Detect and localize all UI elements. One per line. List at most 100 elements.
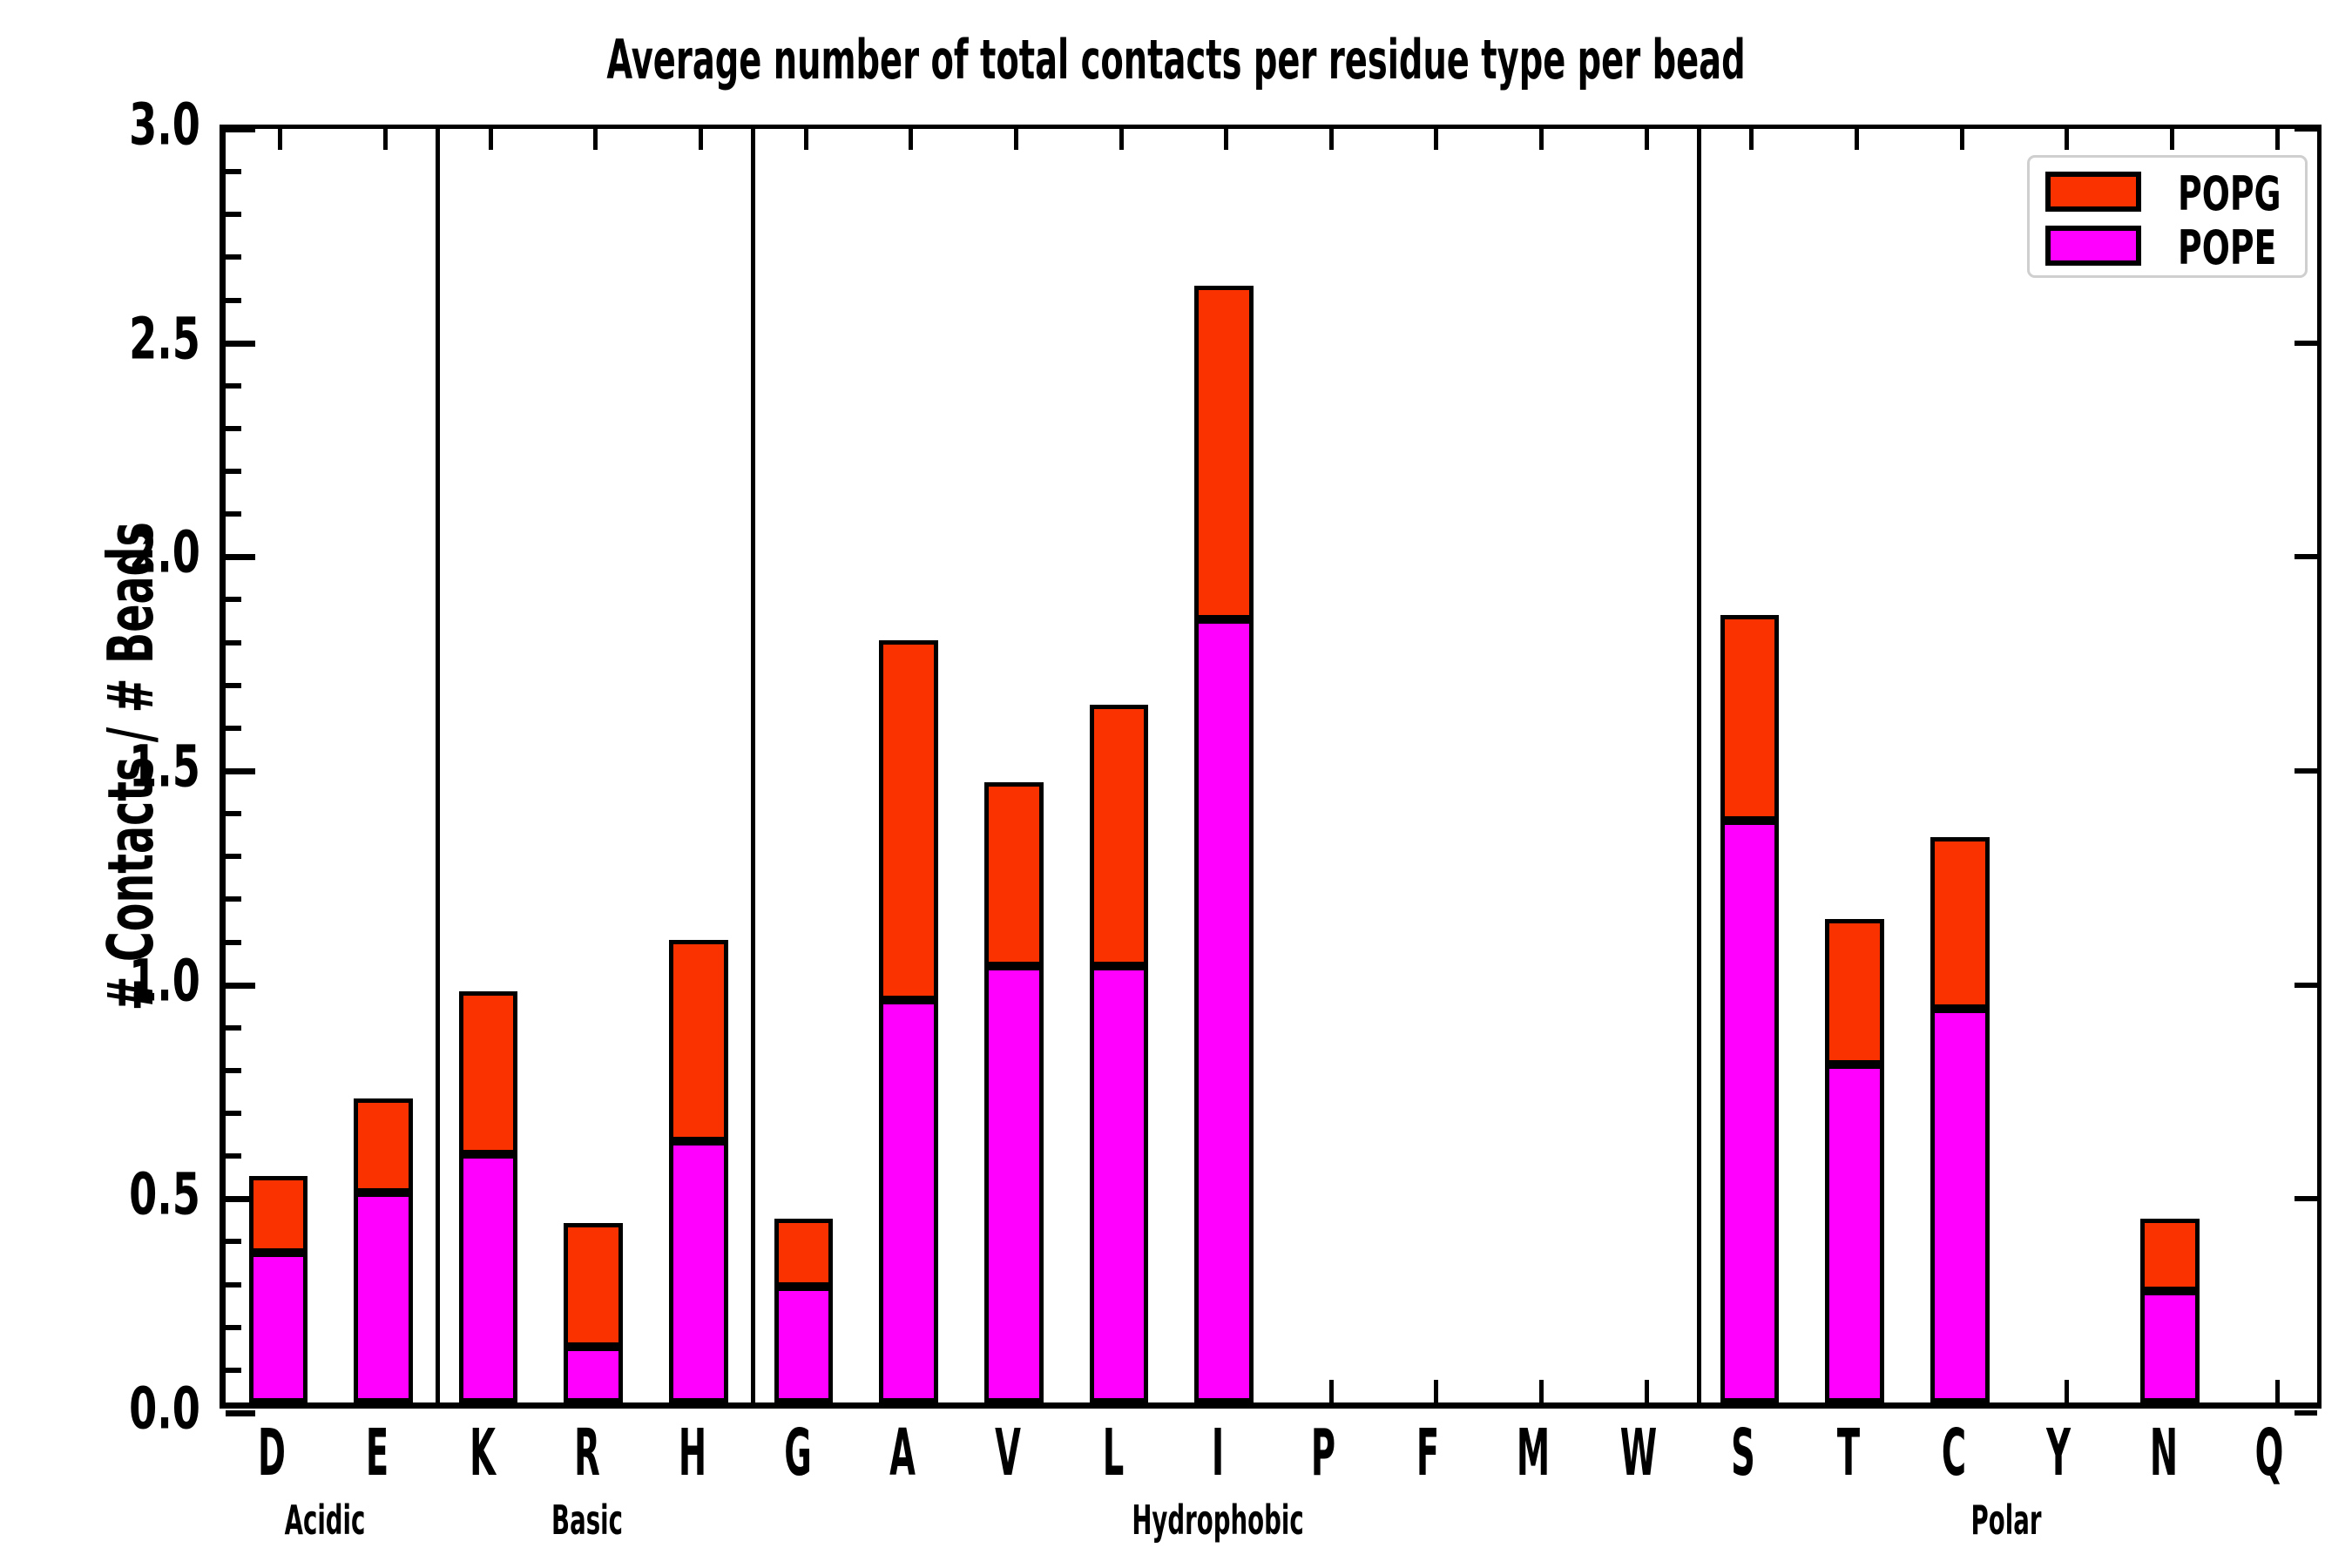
y-axis-tick-minor <box>226 1024 241 1031</box>
x-axis-label-r: R <box>574 1416 601 1490</box>
y-axis-tick-label: 3.0 <box>129 91 200 159</box>
bar-segment-popg[interactable] <box>2140 1218 2200 1292</box>
bar-segment-pope[interactable] <box>774 1287 834 1402</box>
y-axis-tick-minor <box>226 1367 241 1373</box>
x-axis-tick-top <box>803 129 808 150</box>
x-axis-label-c: C <box>1941 1416 1966 1490</box>
bar-segment-popg[interactable] <box>1194 285 1254 619</box>
y-axis-tick-minor <box>226 1153 241 1159</box>
x-axis-tick-top <box>2274 129 2280 150</box>
bar-segment-popg[interactable] <box>1825 918 1884 1064</box>
y-axis-tick-label: 0.0 <box>129 1375 200 1443</box>
x-axis-label-w: W <box>1619 1416 1657 1490</box>
y-axis-tick-right <box>2295 340 2317 346</box>
bar-segment-popg[interactable] <box>669 940 728 1142</box>
x-axis-group-labels: Acidic Basic Hydrophobic Polar <box>220 1497 2322 1549</box>
bar-segment-pope[interactable] <box>564 1347 624 1402</box>
bar-t[interactable] <box>1825 918 1884 1402</box>
bar-k[interactable] <box>458 991 518 1402</box>
bar-segment-popg[interactable] <box>984 781 1044 966</box>
bar-i[interactable] <box>1194 285 1254 1402</box>
y-axis-tick-minor <box>226 896 241 902</box>
x-axis-label-p: P <box>1310 1416 1335 1490</box>
page-title: Average number of total contacts per res… <box>606 28 1746 91</box>
bar-segment-popg[interactable] <box>354 1098 413 1193</box>
bar-v[interactable] <box>984 781 1044 1402</box>
bar-segment-popg[interactable] <box>1930 837 1990 1009</box>
y-axis-tick-major <box>226 1196 255 1203</box>
x-axis-tick-top <box>593 129 598 150</box>
x-axis-label-s: S <box>1731 1416 1756 1490</box>
bar-segment-pope[interactable] <box>1194 618 1254 1402</box>
bar-segment-popg[interactable] <box>1720 614 1780 821</box>
x-axis-tick-top <box>1749 129 1754 150</box>
bar-segment-pope[interactable] <box>984 965 1044 1402</box>
legend-label-pope: POPE <box>2178 220 2277 275</box>
bar-segment-pope[interactable] <box>248 1253 308 1402</box>
bar-n[interactable] <box>2140 1218 2200 1402</box>
y-axis-tick-major <box>226 340 255 347</box>
x-axis-tick-top <box>1855 129 1860 150</box>
group-separator <box>436 129 441 1402</box>
x-axis-label-d: D <box>258 1416 287 1490</box>
y-axis-tick-minor <box>226 1111 241 1117</box>
bar-segment-popg[interactable] <box>248 1175 308 1254</box>
bar-segment-popg[interactable] <box>774 1218 834 1288</box>
x-axis-label-a: A <box>889 1416 916 1490</box>
bar-segment-pope[interactable] <box>1930 1008 1990 1402</box>
bar-segment-pope[interactable] <box>1089 965 1149 1402</box>
y-axis-tick-minor <box>226 511 241 517</box>
bar-segment-pope[interactable] <box>354 1193 413 1402</box>
bar-s[interactable] <box>1720 614 1780 1402</box>
bar-segment-popg[interactable] <box>1089 705 1149 966</box>
x-axis-tick <box>2065 1380 2070 1402</box>
bar-e[interactable] <box>354 1098 413 1402</box>
x-axis-label-f: F <box>1416 1416 1440 1490</box>
bar-g[interactable] <box>774 1218 834 1402</box>
x-axis-tick-top <box>1328 129 1334 150</box>
x-axis-label-n: N <box>2149 1416 2179 1490</box>
bar-segment-pope[interactable] <box>458 1154 518 1402</box>
y-axis-tick-minor <box>226 1324 241 1330</box>
x-axis-tick-top <box>1224 129 1229 150</box>
x-axis-tick-top <box>1959 129 1964 150</box>
bar-segment-pope[interactable] <box>2140 1291 2200 1402</box>
bar-l[interactable] <box>1089 705 1149 1402</box>
x-axis-tick <box>1539 1380 1544 1402</box>
legend-item-popg[interactable]: POPG <box>2045 166 2298 221</box>
x-axis-label-y: Y <box>2046 1416 2072 1490</box>
x-axis-tick-top <box>1013 129 1018 150</box>
y-axis-tick-label: 1.5 <box>129 733 200 801</box>
bar-d[interactable] <box>248 1175 308 1402</box>
bar-segment-popg[interactable] <box>564 1222 624 1348</box>
group-separator <box>751 129 756 1402</box>
bar-segment-popg[interactable] <box>458 991 518 1155</box>
bar-h[interactable] <box>669 940 728 1402</box>
bar-segment-pope[interactable] <box>1825 1064 1884 1402</box>
x-axis-tick-top <box>909 129 914 150</box>
y-axis-tick-minor <box>226 811 241 817</box>
bar-segment-pope[interactable] <box>669 1141 728 1402</box>
legend-swatch-popg <box>2045 172 2141 212</box>
x-axis-label-v: V <box>994 1416 1021 1490</box>
x-axis-tick <box>2274 1380 2280 1402</box>
group-separator <box>1697 129 1702 1402</box>
x-axis-label-k: K <box>469 1416 496 1490</box>
x-axis-label-i: I <box>1212 1416 1225 1490</box>
bar-a[interactable] <box>879 640 938 1402</box>
bar-segment-pope[interactable] <box>1720 820 1780 1402</box>
bar-segment-popg[interactable] <box>879 640 938 1001</box>
y-axis-tick-minor <box>226 1281 241 1288</box>
bar-r[interactable] <box>564 1222 624 1402</box>
x-axis-tick-top <box>2170 129 2175 150</box>
bar-c[interactable] <box>1930 837 1990 1402</box>
y-axis-tick-labels: 0.0 0.5 1.0 1.5 2.0 2.5 3.0 <box>0 91 220 1443</box>
bar-segment-pope[interactable] <box>879 1000 938 1402</box>
y-axis-tick-right <box>2295 1410 2317 1416</box>
y-axis-tick-minor <box>226 254 241 260</box>
y-axis-tick-major <box>226 982 255 989</box>
x-axis-tick-top <box>488 129 493 150</box>
y-axis-tick-minor <box>226 854 241 860</box>
legend-item-pope[interactable]: POPE <box>2045 220 2298 275</box>
